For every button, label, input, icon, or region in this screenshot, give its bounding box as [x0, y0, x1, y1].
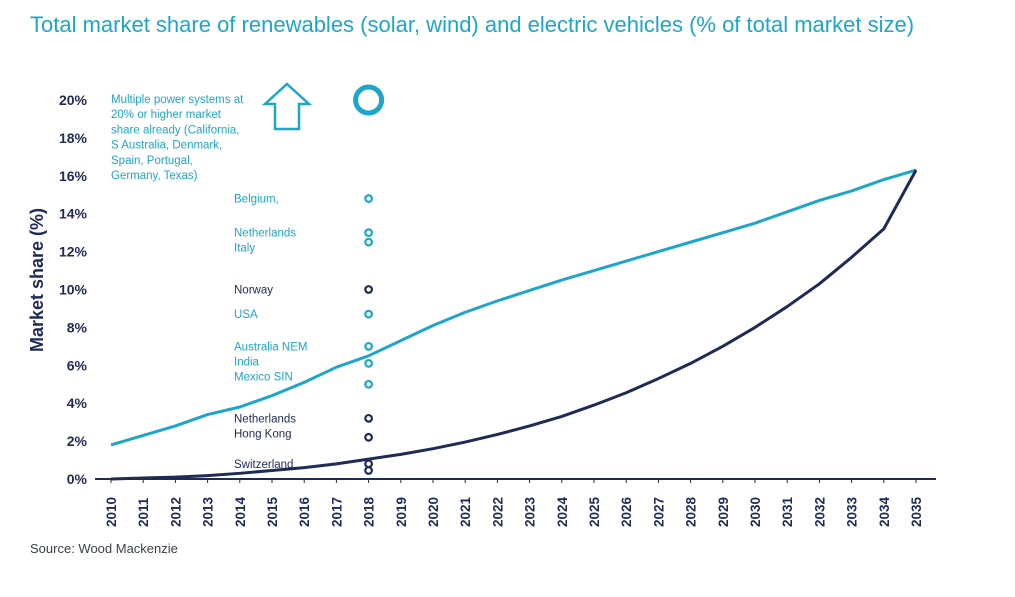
country-marker [364, 432, 374, 442]
y-tick-label: 12% [59, 244, 88, 260]
series-line-2 [110, 169, 918, 481]
x-tick-label: 2021 [458, 496, 473, 527]
chart-title: Total market share of renewables (solar,… [30, 12, 915, 37]
y-tick-label: 2% [67, 433, 88, 449]
y-tick-label: 6% [67, 357, 88, 373]
country-marker [364, 228, 374, 238]
y-tick-label: 8% [67, 319, 88, 335]
annotation-label: Netherlands Hong Kong [234, 413, 296, 440]
y-tick-label: 0% [67, 471, 88, 487]
annotation-label: Multiple power systems at 20% or higher m… [111, 94, 244, 182]
y-axis-label: Market share (%) [27, 208, 47, 352]
x-tick-label: 2035 [909, 496, 924, 527]
x-tick-label: 2027 [651, 497, 666, 527]
country-marker [364, 379, 374, 389]
x-tick-label: 2024 [555, 496, 570, 527]
x-tick-label: 2016 [297, 496, 312, 527]
annotation-label: Belgium, [234, 194, 279, 206]
x-tick-label: 2014 [233, 496, 248, 527]
x-tick-label: 2030 [748, 497, 763, 527]
country-marker [364, 466, 374, 475]
country-marker [364, 309, 374, 319]
annotation-label: USA [234, 309, 258, 321]
x-tick-label: 2025 [587, 496, 602, 527]
series-lines [110, 168, 918, 481]
country-marker [364, 359, 374, 368]
axes: 0% 2% 4% 6% 8% 10% 12% 14% 16% 18% 20% 2010 2011 2012… [27, 92, 936, 527]
x-tick-label: 2015 [265, 496, 280, 527]
country-markers [364, 194, 374, 475]
country-marker [364, 341, 374, 351]
series-line-1 [110, 168, 917, 447]
annotation-label: Australia NEM India Mexico SIN [234, 341, 308, 383]
annotation-label: Switzerland [234, 459, 293, 471]
y-tick-label: 14% [59, 206, 88, 222]
x-tick-label: 2010 [104, 497, 119, 527]
y-tick-label: 20% [59, 92, 88, 108]
x-tick-label: 2018 [362, 496, 377, 527]
country-marker [364, 194, 374, 203]
annotation-label: Netherlands Italy [234, 228, 296, 255]
x-tick-label: 2017 [329, 497, 344, 527]
x-tick-label: 2019 [394, 497, 409, 527]
y-tick-label: 10% [59, 282, 88, 298]
annotations: Multiple power systems at 20% or higher m… [111, 82, 385, 471]
y-tick-label: 18% [59, 130, 88, 146]
x-tick-label: 2022 [490, 497, 505, 527]
x-tick-label: 2023 [523, 496, 538, 527]
x-tick-label: 2033 [845, 496, 860, 527]
annotation-label: Norway [234, 285, 273, 297]
y-tick-label: 16% [59, 168, 88, 184]
up-arrow-icon [261, 82, 313, 131]
x-tick-label: 2032 [812, 497, 827, 527]
x-tick-label: 2026 [619, 496, 634, 527]
source-note: Source: Wood Mackenzie [30, 541, 178, 556]
country-marker [364, 413, 374, 423]
x-tick-label: 2012 [168, 497, 183, 527]
x-tick-label: 2031 [780, 496, 795, 527]
x-tick-label: 2034 [877, 496, 892, 527]
country-marker [364, 237, 374, 247]
x-tick-label: 2013 [201, 496, 216, 527]
x-tick-label: 2029 [716, 497, 731, 527]
x-tick-label: 2028 [684, 496, 699, 527]
y-tick-label: 4% [67, 395, 88, 411]
marker-20pct [353, 84, 385, 116]
country-marker [364, 285, 374, 294]
x-tick-label: 2011 [136, 497, 151, 527]
x-tick-label: 2020 [426, 497, 441, 527]
